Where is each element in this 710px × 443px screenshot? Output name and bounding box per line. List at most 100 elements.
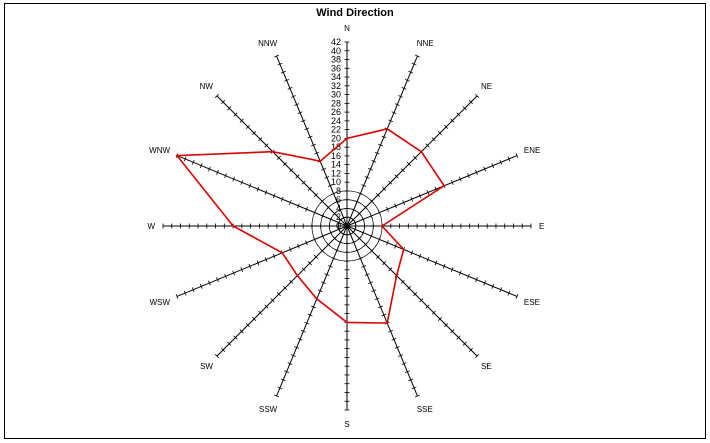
axis-tick (334, 248, 340, 252)
axis-tick (331, 192, 337, 195)
axis-tick (378, 143, 383, 147)
axis-tick (369, 233, 373, 239)
axis-tick (326, 242, 331, 247)
axis-tick (282, 161, 288, 167)
axis-tick (386, 240, 389, 246)
axis-tick (320, 248, 325, 253)
axis-tick (364, 176, 370, 179)
direction-label-sw: SW (200, 362, 213, 371)
axis-tick (499, 287, 503, 293)
axis-tick (369, 199, 374, 204)
axis-tick (289, 279, 294, 284)
axis-tick (332, 236, 337, 241)
axis-tick (331, 257, 337, 260)
axis-tick (227, 341, 232, 346)
axis-tick (327, 184, 333, 187)
axis-tick (475, 169, 478, 175)
axis-tick (199, 163, 203, 169)
axis-tick (410, 250, 414, 256)
direction-label-n: N (344, 24, 350, 33)
axis-tick (357, 192, 363, 195)
axis-tick (221, 100, 226, 105)
axis-tick (287, 362, 293, 365)
axis-tick (329, 230, 333, 236)
series-line (175, 128, 446, 324)
axis-tick (401, 87, 407, 90)
axis-tick (199, 283, 203, 289)
axis-tick (425, 304, 430, 309)
radial-tick-label: 28 (331, 98, 341, 108)
axis-tick (191, 287, 195, 293)
axis-tick (363, 242, 368, 247)
axis-tick (475, 277, 478, 283)
axis-tick (467, 173, 470, 179)
radial-tick-label: 2 (336, 212, 341, 222)
axis-spoke-ne (346, 95, 478, 227)
axis-tick (337, 208, 343, 212)
axis-tick (361, 216, 365, 222)
direction-label-s: S (344, 420, 349, 429)
axis-tick (282, 285, 288, 291)
axis-tick (233, 112, 238, 117)
axis-tick (307, 261, 312, 266)
axis-tick (483, 166, 486, 172)
axis-spoke-se (346, 225, 478, 357)
axis-tick (398, 95, 404, 98)
axis-tick (332, 211, 337, 216)
axis-tick (418, 253, 422, 259)
axis-tick (398, 354, 404, 357)
axis-tick (272, 193, 276, 199)
radial-tick-label: 32 (331, 81, 341, 91)
axis-tick (304, 127, 310, 131)
axis-tick (371, 289, 377, 293)
axis-tick (408, 378, 414, 382)
axis-tick (337, 240, 343, 244)
axis-tick (378, 236, 381, 242)
axis-tick (264, 304, 269, 309)
axis-tick (468, 347, 473, 352)
chart-title: Wind Direction (316, 7, 394, 19)
radial-tick-label: 8 (336, 186, 341, 196)
axis-tick (381, 135, 387, 139)
axis-tick (419, 298, 424, 303)
axis-tick (450, 267, 454, 273)
axis-tick (287, 87, 293, 90)
axis-tick (410, 196, 414, 202)
axis-tick (297, 111, 303, 114)
axis-spoke-wsw (176, 225, 348, 297)
axis-tick (354, 248, 360, 252)
axis-tick (313, 254, 319, 260)
axis-tick (326, 205, 331, 210)
axis-tick (368, 281, 373, 284)
axis-tick (324, 273, 330, 276)
axis-tick (311, 143, 316, 147)
chart-frame (4, 3, 706, 439)
axis-tick (280, 378, 286, 382)
axis-tick (307, 135, 313, 139)
axis-tick (375, 254, 381, 260)
radial-tick-label: 16 (331, 151, 341, 161)
axis-tick (284, 78, 290, 82)
axis-tick (507, 290, 511, 296)
axis-tick (248, 183, 252, 189)
axis-tick (321, 213, 325, 219)
axis-tick (382, 261, 387, 266)
axis-tick (280, 70, 286, 74)
axis-tick (245, 124, 250, 129)
axis-tick (386, 206, 389, 212)
axis-tick (256, 260, 260, 266)
axis-tick (300, 119, 306, 123)
axis-tick (276, 155, 281, 160)
axis-tick (313, 192, 319, 198)
axis-tick (391, 338, 397, 341)
axis-tick (289, 200, 292, 205)
axis-tick (378, 305, 383, 309)
radial-tick-label: 22 (331, 125, 341, 135)
direction-label-ne: NE (481, 82, 492, 91)
axis-tick (413, 155, 418, 160)
axis-tick (499, 159, 503, 165)
direction-label-nnw: NNW (258, 39, 278, 48)
axis-tick (258, 137, 263, 142)
axis-tick (290, 354, 296, 357)
axis-tick (400, 168, 405, 173)
